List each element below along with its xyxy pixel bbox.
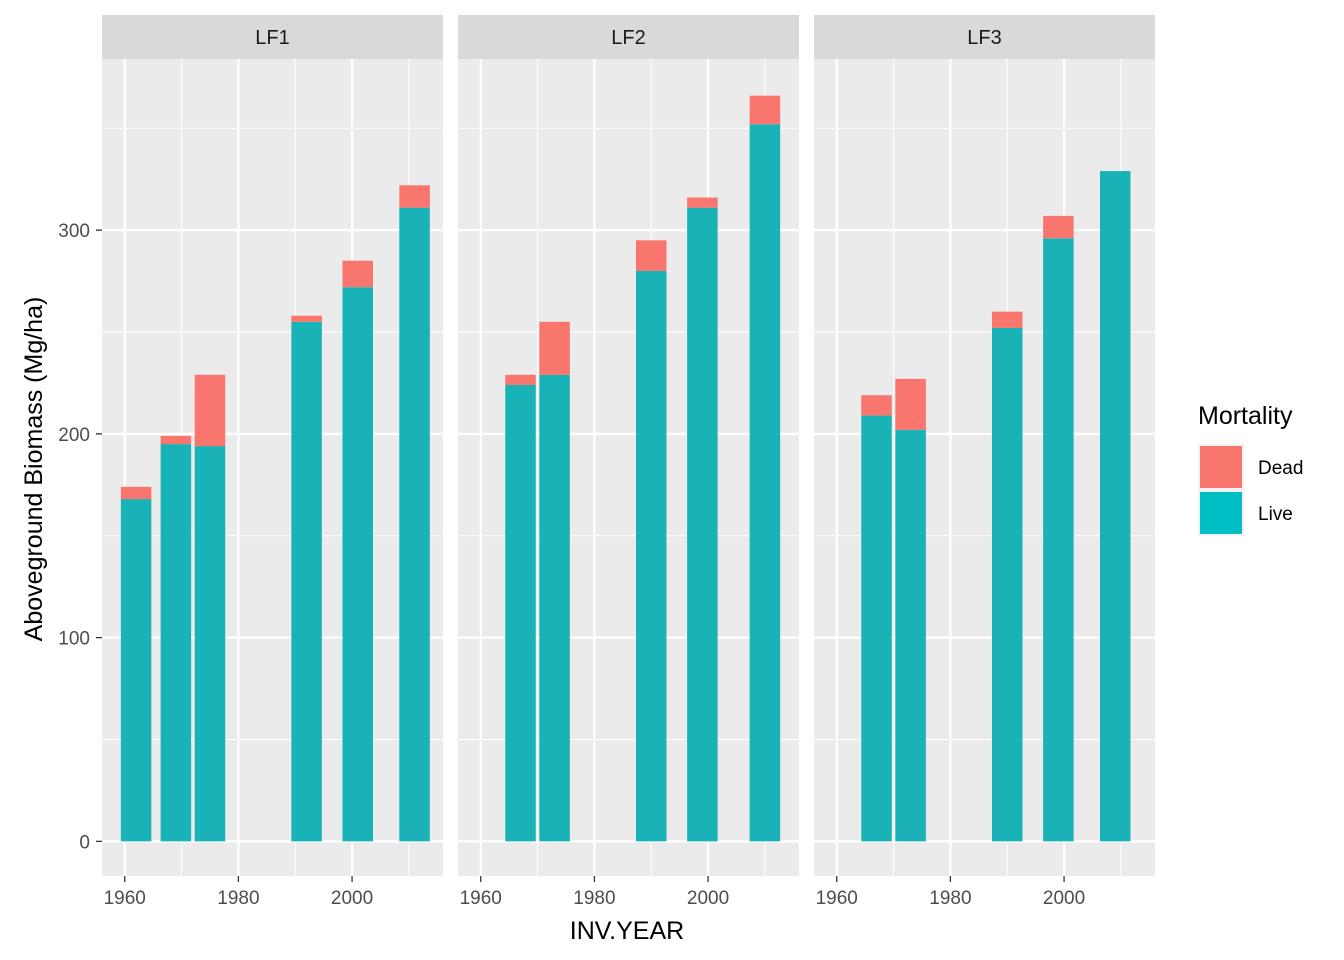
x-axis-title: INV.YEAR [570,917,684,945]
bar-dead [120,486,152,500]
x-tick-label: 1980 [217,888,259,909]
facet-label: LF3 [967,27,1001,49]
y-tick-label: 200 [58,425,90,446]
y-tick-label: 300 [58,221,90,242]
bar-dead [505,374,536,385]
bar-live [399,207,430,842]
y-tick-label: 0 [79,832,90,853]
bar-dead [160,435,192,445]
facet-label: LF1 [255,27,289,49]
y-axis: 0 100 200 300 [58,221,102,853]
x-tick-label: 2000 [331,888,373,909]
legend-title: Mortality [1198,402,1293,430]
bar-dead [539,321,570,375]
panel-lf3: LF3 1960 1980 2000 [814,15,1155,909]
bar-live [687,207,718,842]
bar-live [291,321,322,842]
panel-lf2: LF2 1960 1980 2000 [458,15,799,909]
x-tick-label: 1960 [460,888,502,909]
bar-dead [861,395,892,416]
bar-dead [749,95,781,125]
x-tick-label: 1980 [929,888,971,909]
legend-label-dead: Dead [1258,458,1303,479]
bar-live [120,499,152,842]
bar-dead [1043,215,1074,239]
legend-swatch-dead [1200,446,1242,488]
legend: Mortality Dead Live [1198,402,1303,536]
bar-live [1099,171,1131,842]
bar-dead [291,315,322,322]
bar-live [861,415,892,842]
facet-strip [102,15,443,59]
bar-live [895,429,926,842]
panel-background [102,59,443,876]
x-tick-label: 2000 [1043,888,1085,909]
legend-swatch-live [1200,492,1242,534]
x-tick-label: 1960 [816,888,858,909]
y-tick-label: 100 [58,629,90,650]
x-tick-label: 2000 [687,888,729,909]
bar-dead [194,374,226,447]
bar-dead [687,197,718,208]
bar-dead [399,185,430,208]
chart-panels: LF1 1960 1980 2000 LF2 1960 1980 2000 LF3 1960 198… [102,15,1155,909]
bar-dead [635,240,667,271]
y-axis-title: Aboveground Biomass (Mg/ha) [20,297,48,642]
bar-live [342,287,373,842]
bar-live [505,384,536,842]
facet-strip [814,15,1155,59]
bar-live [539,374,570,842]
bar-live [194,446,226,842]
facet-strip [458,15,799,59]
bar-live [1043,238,1074,842]
bar-dead [895,378,926,430]
panel-lf1: LF1 1960 1980 2000 [102,15,443,909]
x-tick-label: 1980 [573,888,615,909]
bar-live [991,327,1023,842]
bar-dead [991,311,1023,328]
bar-live [635,270,667,842]
x-tick-label: 1960 [104,888,146,909]
bar-live [749,124,781,842]
facet-label: LF2 [611,27,645,49]
bar-live [160,444,192,842]
legend-label-live: Live [1258,504,1293,525]
bar-dead [342,260,373,288]
